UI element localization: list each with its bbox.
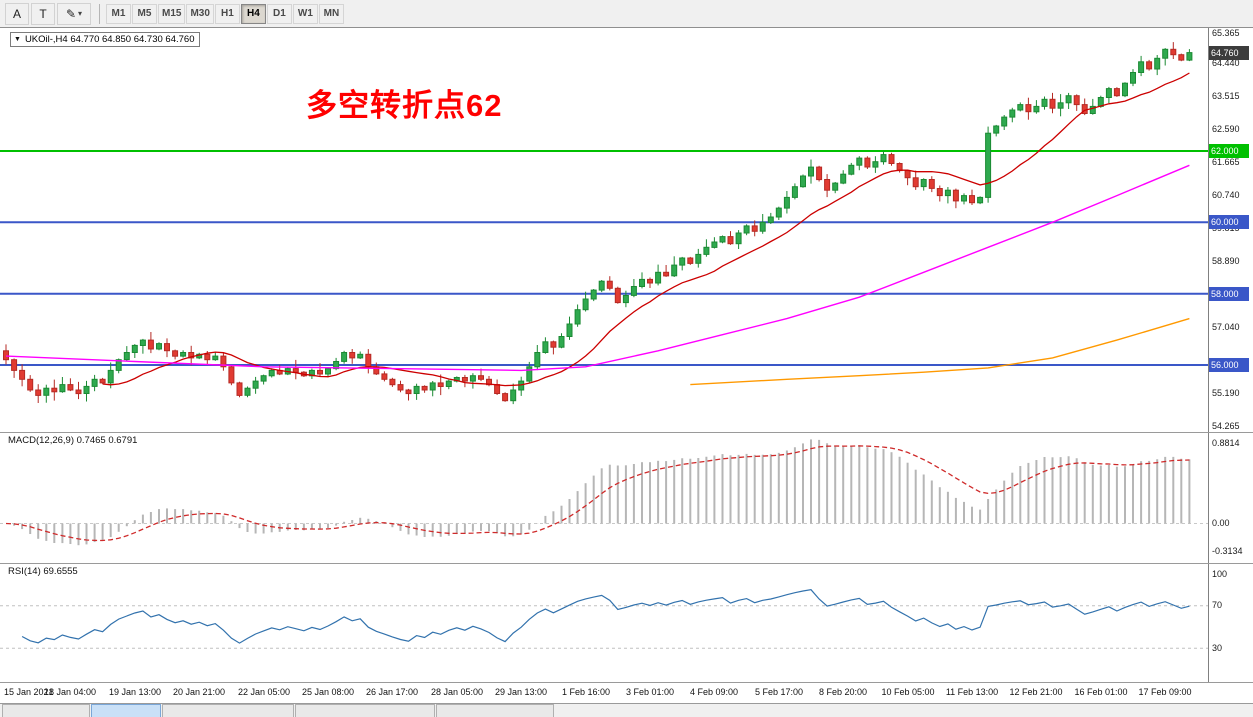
chart-tab[interactable] [2,704,90,717]
chart-tab-strip [0,704,1253,717]
timeframe-button-h4[interactable]: H4 [240,3,266,24]
price-axis[interactable]: 65.36564.44063.51562.59061.66560.74059.8… [1208,28,1253,432]
price-chart-panel[interactable]: ▼ UKOil-,H4 64.770 64.850 64.730 64.760 … [0,28,1253,433]
chart-annotation-text: 多空转折点62 [306,88,503,123]
timeframe-button-m15[interactable]: M15 [158,3,186,24]
chart-tab[interactable] [295,704,435,717]
time-axis[interactable]: 15 Jan 2021 18 Jan 04:00 19 Jan 13:00 20 Ja… [0,683,1253,704]
time-label: 10 Feb 05:00 [881,687,935,697]
toolbar-separator [99,3,100,24]
time-label: 19 Jan 13:00 [108,687,162,697]
time-label: 11 Feb 13:00 [945,687,999,697]
time-label: 26 Jan 17:00 [365,687,419,697]
time-label: 25 Jan 08:00 [301,687,355,697]
current-price-label: 64.760 [1209,46,1249,60]
time-label: 5 Feb 17:00 [754,687,804,697]
chevron-down-icon: ▾ [78,9,83,18]
level-price-label: 60.000 [1209,215,1249,229]
price-tick-label: 64.440 [1212,58,1240,68]
timeframe-button-mn[interactable]: MN [318,3,344,24]
rsi-tick-label: 30 [1212,643,1223,653]
price-tick-label: 57.040 [1212,322,1240,332]
price-tick-label: 54.265 [1212,421,1240,431]
pencil-icon: ✎ [65,6,77,21]
chart-tab[interactable] [436,704,554,717]
text-tool-button[interactable]: T [31,2,55,25]
draw-tool-dropdown[interactable]: ✎ ▾ [57,2,91,25]
price-chart-canvas[interactable] [0,28,1208,433]
macd-axis[interactable]: 0.8814 0.00 -0.3134 [1208,433,1253,563]
level-price-label: 56.000 [1209,358,1249,372]
cursor-a-tool-button[interactable]: A [5,2,29,25]
chart-area: ▼ UKOil-,H4 64.770 64.850 64.730 64.760 … [0,28,1253,717]
timeframe-button-d1[interactable]: D1 [266,3,292,24]
time-label: 3 Feb 01:00 [625,687,675,697]
time-label: 1 Feb 16:00 [561,687,611,697]
timeframe-button-m30[interactable]: M30 [186,3,214,24]
timeframe-button-w1[interactable]: W1 [292,3,318,24]
collapse-triangle-icon[interactable]: ▼ [14,36,21,43]
chart-tab[interactable] [162,704,294,717]
time-label: 18 Jan 04:00 [43,687,97,697]
timeframe-group: M1 M5 M15 M30 H1 H4 D1 W1 MN [106,3,345,24]
time-label: 28 Jan 05:00 [430,687,484,697]
macd-canvas[interactable] [0,433,1208,564]
time-label: 16 Feb 01:00 [1074,687,1128,697]
rsi-label: RSI(14) 69.6555 [8,566,78,577]
macd-tick-label: 0.8814 [1212,438,1240,448]
price-tick-label: 60.740 [1212,190,1240,200]
level-price-label: 58.000 [1209,287,1249,301]
price-tick-label: 58.890 [1212,256,1240,266]
rsi-axis[interactable]: 100 70 30 [1208,564,1253,682]
macd-tick-label: 0.00 [1212,518,1230,528]
level-price-label: 62.000 [1209,144,1249,158]
time-label: 8 Feb 20:00 [818,687,868,697]
price-tick-label: 63.515 [1212,91,1240,101]
time-label: 15 Jan 2021 [4,687,54,697]
top-toolbar: A T ✎ ▾ M1 M5 M15 M30 H1 H4 D1 W1 MN [0,0,1253,28]
chart-tab-active[interactable] [91,704,161,717]
timeframe-button-m1[interactable]: M1 [106,3,131,24]
rsi-panel[interactable]: RSI(14) 69.6555 100 70 30 [0,564,1253,683]
time-label: 22 Jan 05:00 [237,687,291,697]
macd-label: MACD(12,26,9) 0.7465 0.6791 [8,435,138,446]
price-tick-label: 62.590 [1212,124,1240,134]
time-label: 12 Feb 21:00 [1009,687,1063,697]
chart-title: UKOil-,H4 64.770 64.850 64.730 64.760 [24,34,195,45]
timeframe-button-m5[interactable]: M5 [132,3,157,24]
price-tick-label: 61.665 [1212,157,1240,167]
macd-tick-label: -0.3134 [1212,546,1243,556]
price-tick-label: 55.190 [1212,388,1240,398]
rsi-tick-label: 100 [1212,569,1228,579]
timeframe-button-h1[interactable]: H1 [214,3,240,24]
macd-panel[interactable]: MACD(12,26,9) 0.7465 0.6791 0.8814 0.00 -0… [0,433,1253,564]
rsi-canvas[interactable] [0,564,1208,683]
time-label: 4 Feb 09:00 [689,687,739,697]
rsi-tick-label: 70 [1212,600,1223,610]
time-label: 17 Feb 09:00 [1138,687,1192,697]
time-label: 29 Jan 13:00 [494,687,548,697]
price-tick-label: 65.365 [1212,28,1240,38]
time-label: 20 Jan 21:00 [172,687,226,697]
chart-title-box: ▼ UKOil-,H4 64.770 64.850 64.730 64.760 [10,32,201,47]
